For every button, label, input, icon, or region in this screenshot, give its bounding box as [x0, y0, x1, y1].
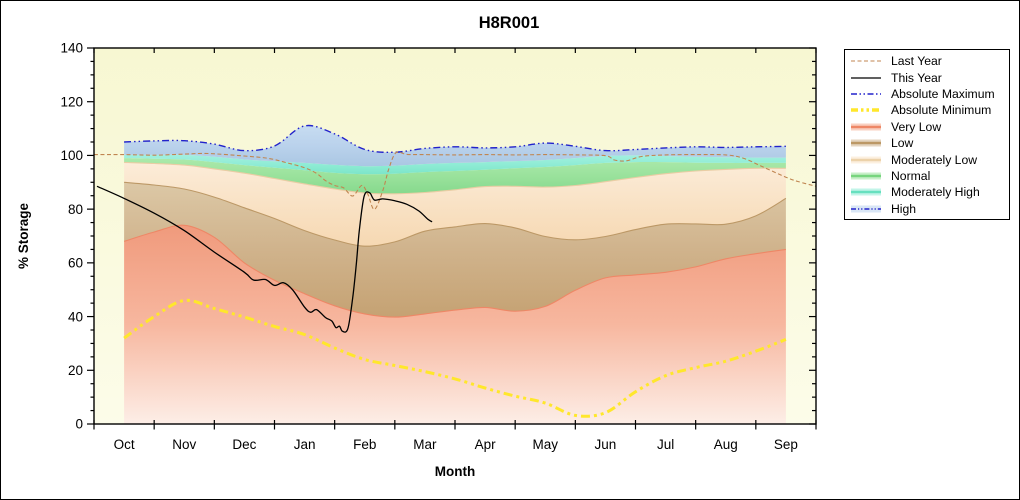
legend-item-high: High	[845, 201, 1009, 217]
x-tick-label: Aug	[714, 437, 738, 452]
x-tick-label: Feb	[353, 437, 376, 452]
band-moderately-low	[124, 162, 786, 247]
legend-item-moderately-high: Moderately High	[845, 184, 1009, 200]
x-tick-label: Apr	[475, 437, 497, 452]
x-tick-label: Dec	[232, 437, 256, 452]
band-very-low	[124, 225, 786, 424]
y-tick-label: 120	[60, 94, 83, 109]
legend-item-label: This Year	[891, 70, 942, 85]
legend-swatch-last-year	[851, 60, 881, 62]
legend-swatch-moderately-low	[851, 156, 881, 164]
band-edge-very-low	[123, 224, 786, 318]
series-this-year	[96, 185, 433, 333]
y-tick-label: 40	[68, 309, 83, 324]
legend-swatch-high	[851, 205, 881, 213]
legend-item-label: Moderately Low	[891, 152, 978, 167]
x-tick-label: Jun	[595, 437, 617, 452]
legend-swatch-normal	[851, 172, 881, 180]
legend-item-label: Last Year	[891, 54, 942, 69]
x-tick-label: Nov	[172, 437, 196, 452]
chart-title: H8R001	[479, 14, 540, 32]
legend-item-label: High	[891, 201, 917, 216]
legend-item-moderately-low: Moderately Low	[845, 151, 1009, 167]
series-absolute-minimum	[123, 298, 787, 418]
series-last-year	[93, 151, 817, 210]
band-low	[124, 182, 786, 318]
legend-swatch-low	[851, 139, 881, 147]
x-tick-label: Sep	[774, 437, 798, 452]
legend-swatch-absolute-maximum	[851, 93, 881, 95]
band-high	[124, 125, 786, 167]
x-tick-label: Jan	[294, 437, 316, 452]
legend-item-last-year: Last Year	[845, 53, 1009, 69]
y-axis-label: % Storage	[16, 203, 31, 270]
x-tick-label: Mar	[413, 437, 437, 452]
y-tick-label: 80	[68, 202, 83, 217]
x-tick-label: Oct	[114, 437, 135, 452]
legend-item-label: Absolute Maximum	[891, 86, 995, 101]
legend-item-very-low: Very Low	[845, 119, 1009, 135]
legend-swatch-this-year	[851, 76, 881, 79]
band-edge-moderately-low	[124, 161, 786, 195]
band-edge-low	[124, 181, 787, 247]
y-tick-label: 140	[60, 41, 83, 56]
legend-item-label: Very Low	[891, 119, 942, 134]
x-tick-label: Jul	[657, 437, 674, 452]
y-tick-label: 100	[60, 148, 83, 163]
x-axis-label: Month	[435, 464, 475, 479]
band-moderately-high	[124, 154, 786, 175]
legend-item-label: Normal	[891, 168, 931, 183]
legend-item-normal: Normal	[845, 168, 1009, 184]
legend-swatch-moderately-high	[851, 188, 881, 196]
legend-swatch-absolute-minimum	[851, 108, 881, 113]
legend: Last Year This Year Absolute Maximum Absolu…	[844, 49, 1010, 220]
series-absolute-maximum	[124, 124, 786, 153]
y-tick-label: 60	[68, 256, 83, 271]
legend-item-absolute-maximum: Absolute Maximum	[845, 86, 1009, 102]
band-normal	[124, 158, 786, 194]
legend-item-label: Low	[891, 136, 914, 151]
y-tick-label: 0	[75, 417, 83, 432]
legend-item-absolute-minimum: Absolute Minimum	[845, 102, 1009, 118]
x-tick-label: May	[532, 437, 558, 452]
legend-swatch-very-low	[851, 123, 881, 131]
legend-item-label: Moderately High	[891, 185, 980, 200]
y-tick-label: 20	[68, 363, 83, 378]
legend-item-label: Absolute Minimum	[891, 103, 992, 118]
legend-item-this-year: This Year	[845, 69, 1009, 85]
legend-item-low: Low	[845, 135, 1009, 151]
